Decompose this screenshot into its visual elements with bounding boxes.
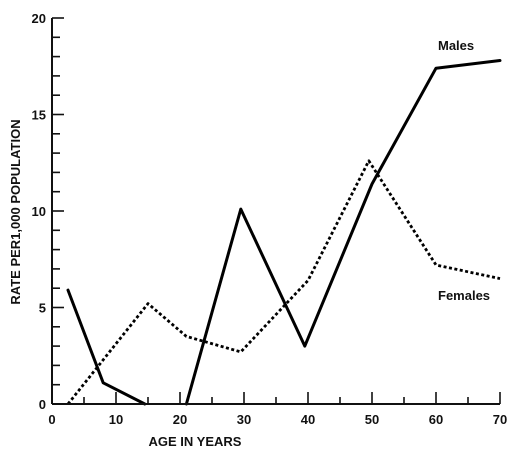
series-label-males: Males: [438, 38, 474, 53]
series-label-females: Females: [438, 288, 490, 303]
y-tick-label: 20: [32, 11, 46, 26]
y-tick-label: 15: [32, 108, 46, 123]
ticks: [51, 17, 501, 405]
plot-lines: [66, 59, 502, 406]
y-tick-label: 5: [39, 301, 46, 316]
x-tick-label: 30: [237, 412, 251, 427]
x-tick-label: 10: [109, 412, 123, 427]
x-tick-label: 60: [429, 412, 443, 427]
series-line-males: [66, 288, 147, 406]
series-line-females: [66, 159, 501, 405]
x-tick-label: 70: [493, 412, 507, 427]
x-tick-label: 0: [48, 412, 55, 427]
x-tick-label: 50: [365, 412, 379, 427]
y-tick-label: 0: [39, 397, 46, 412]
y-tick-label: 10: [32, 204, 46, 219]
y-axis-title: RATE PER1,000 POPULATION: [8, 119, 23, 304]
tick-labels: 0 5 10 15 20 0 10 20 30 40 50 60 70: [32, 11, 508, 427]
x-tick-label: 20: [173, 412, 187, 427]
series-line-males: [184, 59, 502, 406]
x-axis-title: AGE IN YEARS: [149, 434, 242, 449]
x-tick-label: 40: [301, 412, 315, 427]
